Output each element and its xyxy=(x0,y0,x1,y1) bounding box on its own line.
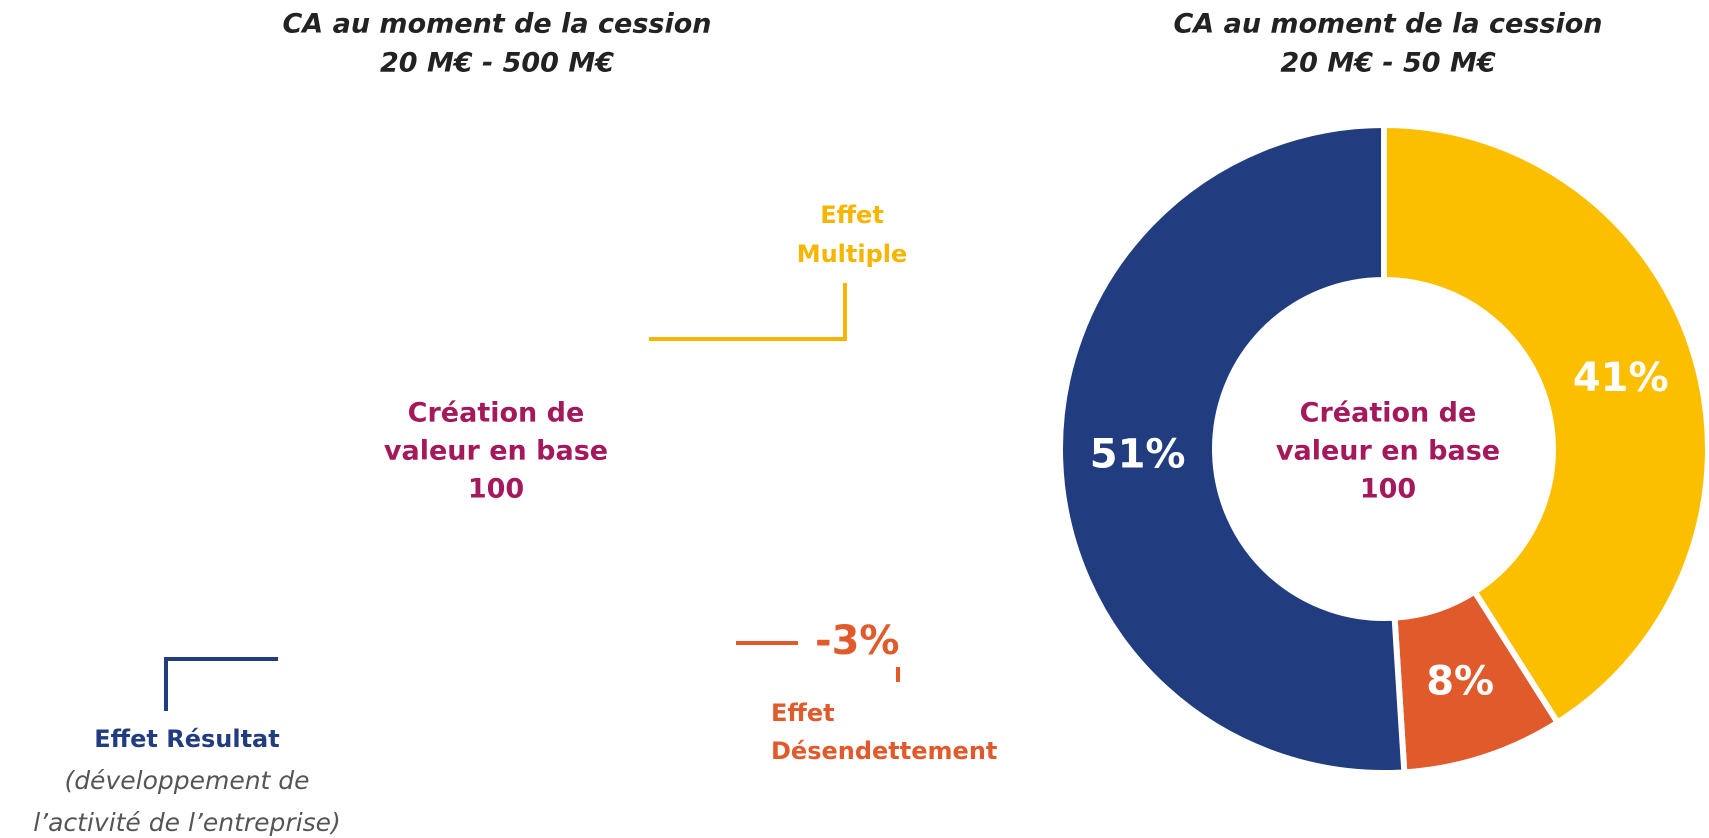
chart-subtitle: 20 M€ - 50 M€ xyxy=(1280,48,1495,79)
donut-slice xyxy=(1057,121,1408,776)
center-label: valeur en base xyxy=(1276,436,1500,467)
center-label: 100 xyxy=(1360,474,1416,505)
donut-slice xyxy=(1381,121,1709,727)
center-label: valeur en base xyxy=(384,436,608,467)
leader-line xyxy=(164,657,278,711)
value-label: -3% xyxy=(815,618,900,664)
center-label: 100 xyxy=(468,474,524,505)
annotation: (développement de xyxy=(64,766,309,795)
center-label: Création de xyxy=(408,398,585,429)
value-label: 51% xyxy=(1090,432,1186,478)
annotation: Désendettement xyxy=(771,737,997,765)
annotation: Effet Résultat xyxy=(94,725,279,753)
annotation: Multiple xyxy=(797,240,908,268)
center-label: Création de xyxy=(1300,398,1477,429)
leader-line xyxy=(649,283,847,341)
chart-title: CA au moment de la cession xyxy=(282,9,711,40)
value-label: 8% xyxy=(1426,658,1494,704)
annotation: l’activité de l’entreprise) xyxy=(33,808,341,837)
annotation: Effet xyxy=(771,699,835,727)
annotation: Effet xyxy=(820,201,884,229)
value-label: 41% xyxy=(1573,355,1669,401)
chart-title: CA au moment de la cession xyxy=(1173,9,1602,40)
chart-subtitle: 20 M€ - 500 M€ xyxy=(380,48,614,79)
